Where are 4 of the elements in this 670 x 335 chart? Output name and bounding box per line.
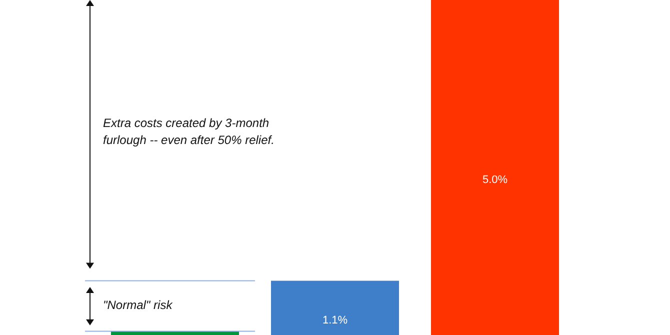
annotation: "Normal" risk: [103, 297, 172, 314]
data-label: 1.1%: [322, 314, 348, 326]
annotation: Extra costs created by 3-month furlough -- even after 50% relief.: [103, 115, 276, 150]
data-label: 5.0%: [482, 174, 508, 186]
